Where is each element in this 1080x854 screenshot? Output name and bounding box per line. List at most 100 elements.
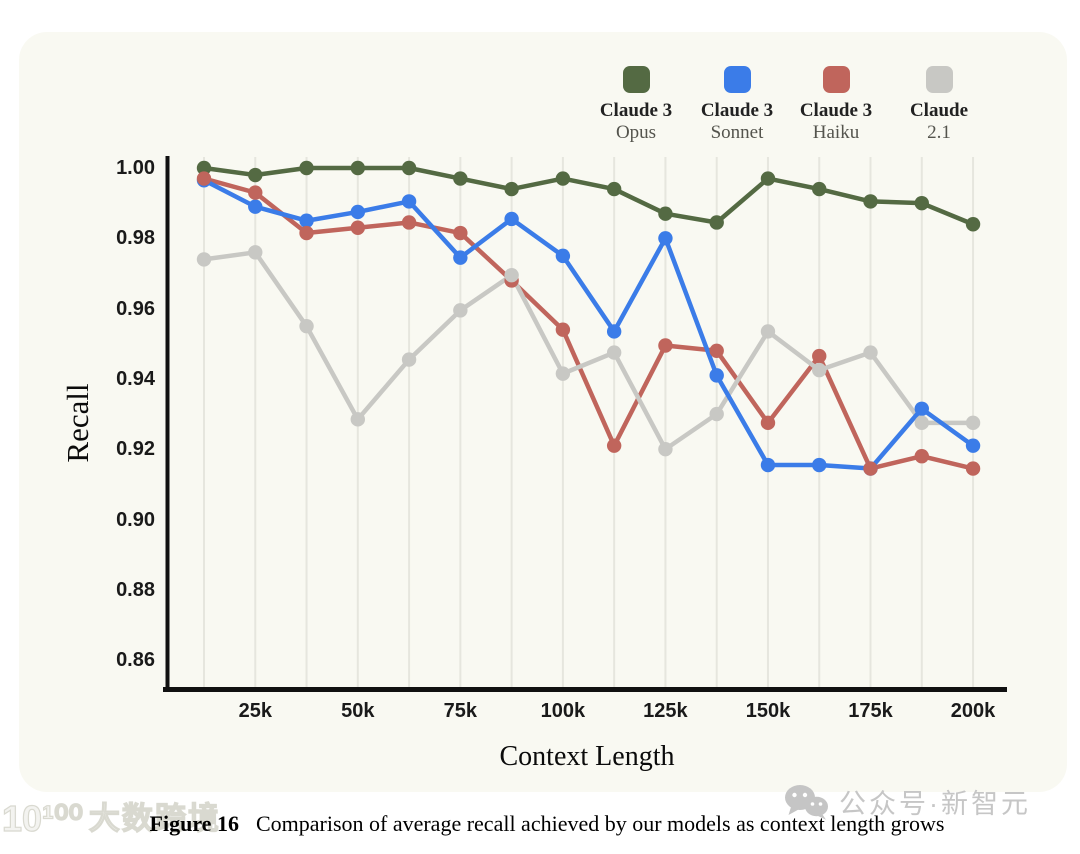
claude-3-haiku-line (201, 176, 976, 471)
claude-3-opus-point (863, 194, 878, 209)
claude-2-1-point (812, 362, 827, 378)
legend-label-line1: Claude (909, 100, 969, 121)
x-axis-title: Context Length (499, 741, 675, 772)
claude-2-1-point (709, 406, 724, 422)
dashukuajing-text: 大数跨境 (88, 800, 221, 836)
claude-3-haiku-point (965, 461, 981, 476)
claude-3-haiku-point (401, 215, 417, 230)
claude-3-opus-point (812, 181, 827, 197)
claude-2-1-point (658, 442, 673, 457)
claude-3-sonnet-point (504, 211, 519, 227)
claude-3-opus-point (299, 160, 314, 176)
claude-3-sonnet-point (965, 438, 981, 453)
x-tick-label: 200k (950, 700, 996, 722)
claude-3-opus-point (350, 160, 366, 176)
claude-3-sonnet-point (812, 457, 827, 473)
claude-2-1-point (504, 268, 519, 283)
x-tick-label: 125k (643, 700, 688, 722)
claude-2-1-point (965, 415, 981, 431)
claude-3-haiku-point (248, 185, 263, 200)
claude-3-opus-point (196, 160, 212, 176)
x-tick-label: 175k (848, 700, 893, 722)
claude-2-1-point (401, 352, 417, 367)
claude-3-sonnet-point (401, 194, 417, 209)
legend-label-line2: Haiku (812, 122, 860, 143)
claude-2-1-point (196, 252, 212, 267)
legend-item-claude-2-1: Claude 2.1 (884, 66, 994, 144)
legend-label-line1: Claude 3 (599, 100, 673, 121)
claude-2-1-point (299, 318, 314, 334)
claude-3-haiku-point (709, 343, 724, 358)
x-tick-label: 75k (443, 700, 478, 722)
claude-2-1-point (863, 345, 878, 360)
claude-3-haiku-point (658, 338, 673, 353)
dashukuajing-watermark: 10¹⁰⁰ 大数跨境 (1, 798, 221, 839)
y-tick-label: 0.96 (116, 297, 155, 320)
legend-label-line1: Claude 3 (700, 100, 774, 121)
claude-3-opus-point (760, 171, 776, 186)
y-tick-label: 0.94 (116, 367, 155, 390)
legend-label-line2: 2.1 (927, 122, 951, 143)
claude-2-1-point (914, 415, 929, 431)
claude-2-1-point (453, 303, 468, 318)
claude-2-1-point (606, 345, 622, 360)
legend-swatch-claude-3-opus (622, 66, 650, 93)
legend-swatch-claude-3-haiku (822, 66, 850, 93)
legend-swatch-claude-3-sonnet (723, 66, 751, 93)
claude-3-haiku-point (350, 220, 366, 235)
claude-3-sonnet-line (201, 178, 976, 471)
claude-3-opus-point (248, 167, 263, 183)
caption-label: Figure 16 (149, 811, 239, 836)
legend-item-claude-3-opus: Claude 3 Opus (581, 66, 691, 144)
claude-3-sonnet-point (350, 204, 366, 220)
claude-3-sonnet-point (658, 231, 673, 246)
legend-label-line1: Claude 3 (799, 100, 873, 121)
y-tick-label: 0.90 (116, 508, 155, 531)
claude-3-opus-point (504, 181, 519, 197)
x-tick-label: 100k (540, 700, 586, 722)
x-tick-label: 25k (238, 700, 272, 722)
wechat-icon (785, 784, 828, 820)
wechat-watermark: 公众号·新智元 (783, 782, 1031, 821)
claude-3-haiku-point (863, 461, 878, 476)
claude-3-haiku-point (812, 348, 827, 364)
y-tick-label: 1.00 (116, 157, 155, 179)
dashukuajing-logo: 10¹⁰⁰ (1, 798, 83, 839)
claude-3-haiku-point (453, 225, 468, 241)
claude-3-opus-point (914, 195, 929, 211)
claude-3-opus-point (965, 217, 981, 232)
claude-3-sonnet-point (299, 213, 314, 228)
y-tick-label: 0.86 (116, 649, 155, 672)
y-tick-label: 0.92 (116, 438, 155, 461)
wechat-watermark-text: 公众号·新智元 (839, 789, 1031, 819)
claude-3-opus-point (658, 206, 673, 221)
x-tick-label: 50k (341, 700, 375, 722)
figure-card (19, 32, 1067, 792)
claude-3-sonnet-point (453, 250, 468, 265)
y-tick-label: 0.98 (116, 227, 155, 250)
claude-3-opus-point (709, 215, 724, 230)
legend-label-line2: Sonnet (710, 122, 764, 143)
legend-swatch-claude-2-1 (925, 66, 953, 93)
claude-3-haiku-point (606, 438, 622, 453)
claude-2-1-point (760, 324, 776, 339)
claude-2-1-point (248, 245, 263, 260)
claude-3-sonnet-point (555, 248, 571, 264)
claude-3-opus-point (401, 160, 417, 176)
claude-3-sonnet-point (709, 368, 724, 383)
claude-3-sonnet-point (760, 457, 776, 473)
claude-3-haiku-point (196, 171, 212, 186)
claude-2-1-line (201, 250, 976, 452)
claude-3-sonnet-point (606, 324, 622, 339)
y-tick-label: 0.88 (116, 578, 155, 601)
claude-3-opus-point (453, 171, 468, 186)
caption-text: Comparison of average recall achieved by… (255, 811, 945, 836)
claude-3-sonnet-point (914, 401, 929, 416)
claude-3-haiku-point (299, 225, 314, 241)
claude-2-1-point (555, 366, 571, 381)
claude-3-opus-point (555, 171, 571, 186)
legend-item-claude-3-sonnet: Claude 3 Sonnet (682, 66, 792, 144)
legend-item-claude-3-haiku: Claude 3 Haiku (781, 66, 891, 144)
